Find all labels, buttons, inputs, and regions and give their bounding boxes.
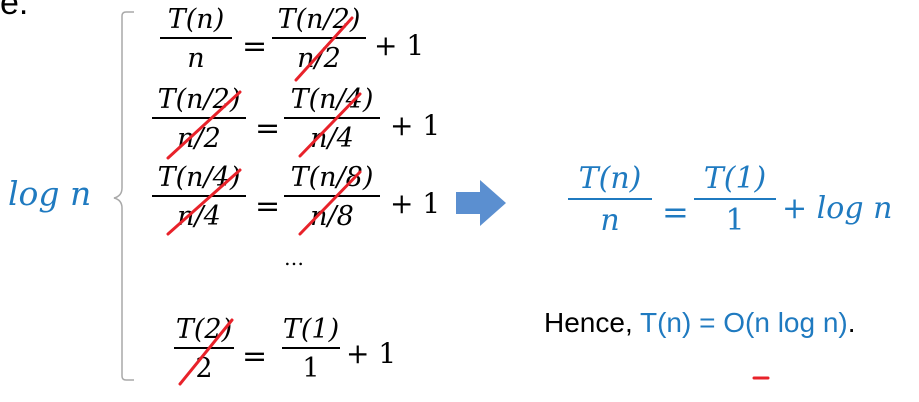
eq2-rhs: T(n/4) n/4 xyxy=(284,86,380,152)
eq4-rhs: T(1) 1 xyxy=(282,314,340,384)
eq2-lhs: T(n/2) n/2 xyxy=(152,86,246,152)
eq4-equals: = xyxy=(242,339,268,374)
conclusion-prefix: Hence, xyxy=(544,307,640,338)
log-n-label: log n xyxy=(8,174,92,213)
cancel-stroke-4 xyxy=(166,168,242,236)
eq3-lhs: T(n/4) n/4 xyxy=(152,164,246,230)
eq1-equals: = xyxy=(242,29,268,64)
eq2-equals: = xyxy=(255,111,281,146)
eq2-plus-one: + 1 xyxy=(390,109,441,142)
cancel-stroke-6 xyxy=(178,318,234,386)
eq3-equals: = xyxy=(255,189,281,224)
right-arrow-icon xyxy=(456,180,506,226)
cancel-stroke-2 xyxy=(166,90,242,160)
conclusion-text: Hence, T(n) = O(n log n). xyxy=(544,307,856,339)
eq1-plus-one: + 1 xyxy=(374,29,425,62)
conclusion-suffix: . xyxy=(847,307,856,338)
left-brace xyxy=(113,11,134,381)
result-plus-log-n: + log n xyxy=(782,191,893,226)
result-lhs: T(n) n xyxy=(568,164,652,236)
ellipsis: … xyxy=(284,246,304,270)
eq4-plus-one: + 1 xyxy=(346,337,397,370)
top-text-fragment: e. xyxy=(0,0,29,22)
result-equals: = xyxy=(662,193,689,231)
eq1-rhs: T(n/2) n/2 xyxy=(272,6,366,72)
eq3-rhs: T(n/8) n/8 xyxy=(284,164,380,230)
result-rhs: T(1) 1 xyxy=(694,164,776,236)
eq1-lhs: T(n) n xyxy=(160,6,232,72)
cancel-stroke-3 xyxy=(298,92,362,158)
conclusion-highlight: T(n) = O(n log n) xyxy=(640,307,848,338)
cancel-stroke-5 xyxy=(298,170,362,236)
cancel-stroke-1 xyxy=(294,16,354,82)
eq3-plus-one: + 1 xyxy=(390,187,441,220)
